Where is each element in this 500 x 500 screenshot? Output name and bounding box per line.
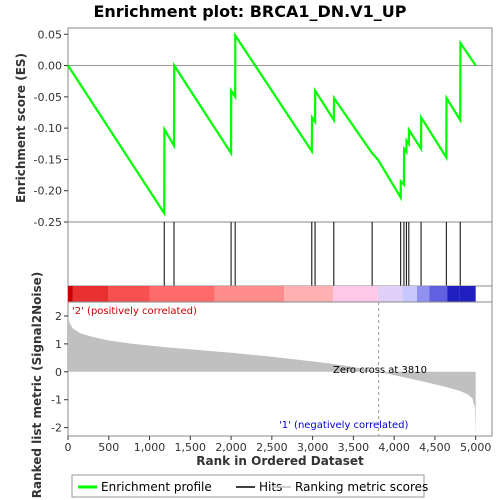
x-tick-label: 4,000: [378, 441, 410, 454]
x-tick-label: 4,500: [419, 441, 451, 454]
es-y-axis-label: Enrichment score (ES): [14, 53, 28, 203]
heatmap-segment: [459, 286, 476, 302]
ranked-y-tick-label: -1: [51, 394, 62, 407]
x-axis-label: Rank in Ordered Dataset: [196, 454, 364, 468]
heatmap-segment: [429, 286, 448, 302]
ranked-y-tick-label: 0: [55, 366, 62, 379]
ranked-y-tick-label: -2: [51, 422, 62, 435]
heatmap-segment: [108, 286, 150, 302]
es-y-tick-label: -0.20: [34, 185, 62, 198]
ranking-metric-area: [68, 316, 476, 434]
legend-hits-label: Hits: [259, 480, 282, 494]
legend: Enrichment profile Hits Ranking metric s…: [71, 474, 428, 498]
ranked-y-tick-label: 2: [55, 310, 62, 323]
heatmap-segment: [377, 286, 403, 302]
heatmap-segment: [284, 286, 333, 302]
hits-plot-area: [67, 221, 493, 287]
es-plot-area: [67, 27, 493, 223]
x-tick-label: 2,000: [215, 441, 247, 454]
heatmap-segment: [68, 286, 73, 302]
es-y-tick-label: 0.00: [38, 60, 63, 73]
ranked-metric-panel: 210-1-20 500 1,000 1,500 2,000 2,500 3,000 3,50…: [51, 301, 493, 454]
negative-correlation-label: '1' (negatively correlated): [279, 420, 408, 431]
positive-correlation-label: '2' (positively correlated): [72, 306, 197, 317]
enrichment-profile-line: [67, 31, 477, 217]
x-tick-label: 3,000: [297, 441, 329, 454]
x-tick-label: 5,000: [460, 441, 492, 454]
es-y-tick-label: -0.15: [34, 153, 62, 166]
legend-box: [71, 474, 425, 498]
heatmap-segment: [402, 286, 417, 302]
x-tick-label: 1,000: [134, 441, 166, 454]
x-tick-label: 1,500: [175, 441, 207, 454]
hits-panel: [67, 221, 493, 287]
heatmap-segment: [447, 286, 460, 302]
heatmap-segment: [149, 286, 215, 302]
heatmap-segment: [72, 286, 109, 302]
legend-enrichment-label: Enrichment profile: [101, 480, 212, 494]
zero-cross-label: Zero cross at 3810: [333, 365, 427, 376]
es-panel: 0.05 0.00 -0.05 -0.10 -0.15 -0.20 -0.25: [34, 27, 493, 229]
es-y-tick-label: 0.05: [38, 28, 63, 41]
legend-ranking-label: Ranking metric scores: [295, 480, 428, 494]
ranked-y-tick-label: 1: [55, 338, 62, 351]
es-y-tick-label: -0.05: [34, 91, 62, 104]
es-y-tick-label: -0.10: [34, 122, 62, 135]
heatmap-segment: [214, 286, 285, 302]
es-y-tick-label: -0.25: [34, 216, 62, 229]
x-tick-label: 500: [98, 441, 119, 454]
ranked-y-axis-label: Ranked list metric (Signal2Noise): [30, 272, 44, 499]
x-tick-label: 2,500: [256, 441, 288, 454]
heatmap-segment: [416, 286, 430, 302]
x-tick-label: 3,500: [338, 441, 370, 454]
heatmap-segment: [333, 286, 378, 302]
x-tick-label: 0: [65, 441, 72, 454]
chart-title: Enrichment plot: BRCA1_DN.V1_UP: [93, 2, 406, 21]
rank-heatmap-bar: [67, 285, 493, 303]
